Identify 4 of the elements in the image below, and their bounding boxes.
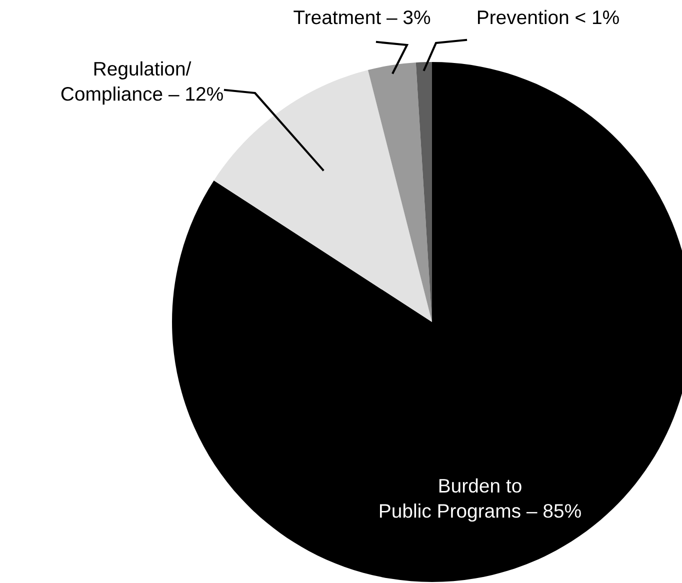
slice-label: Prevention < 1% [478, 10, 619, 24]
slice-label: Regulation/ Compliance – 12% [61, 61, 223, 105]
slice-label: Treatment – 3% [294, 10, 430, 24]
slice-label: Burden to Public Programs – 85% [380, 478, 581, 522]
